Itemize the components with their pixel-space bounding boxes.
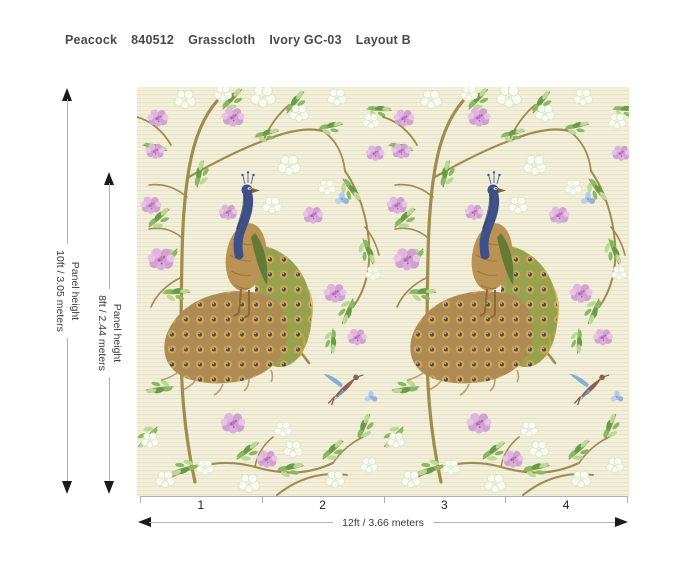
product-sku: 840512 [131,33,175,47]
ruler-tick [627,496,628,503]
panel-height-10ft-label: Panel height 10ft / 3.05 meters [50,244,84,338]
panel-height-8ft-label: Panel height 8ft / 2.44 meters [92,289,126,377]
arrow-left-icon [138,517,151,527]
layout-label: Layout B [355,33,411,47]
arrow-right-icon [615,517,628,527]
panel-height-10ft-value: 10ft / 3.05 meters [54,250,66,332]
panel-number-3: 3 [441,498,448,512]
total-width-dimension: 12ft / 3.66 meters [138,516,628,529]
ruler-tick [383,496,385,503]
wallpaper-artwork [137,87,629,496]
panel-number-4: 4 [562,498,570,512]
wallpaper-preview [137,87,629,496]
panel-height-8ft-caption: Panel height [111,303,124,363]
panel-height-10ft-dimension: Panel height 10ft / 3.05 meters [50,88,84,494]
panel-ruler: 1 2 3 4 [140,496,628,514]
panel-numbers: 1 2 3 4 [140,498,627,512]
ruler-tick [505,496,507,503]
total-width-value: 12ft / 3.66 meters [333,516,433,529]
arrow-down-icon [61,481,72,494]
arrow-up-icon [103,172,114,185]
colorway-label: Ivory GC-03 [269,33,342,47]
material-label: Grasscloth [188,33,256,47]
panel-height-10ft-caption: Panel height [69,261,82,321]
product-name: Peacock [65,33,118,47]
panel-height-8ft-dimension: Panel height 8ft / 2.44 meters [92,172,126,494]
panel-number-2: 2 [319,498,326,512]
panel-number-1: 1 [197,498,205,512]
header-title-row: Peacock 840512 Grasscloth Ivory GC-03 La… [65,33,411,47]
ruler-tick [140,496,141,503]
arrow-down-icon [103,481,114,494]
panel-height-8ft-value: 8ft / 2.44 meters [96,295,108,371]
arrow-up-icon [61,88,72,101]
ruler-tick [261,496,263,503]
